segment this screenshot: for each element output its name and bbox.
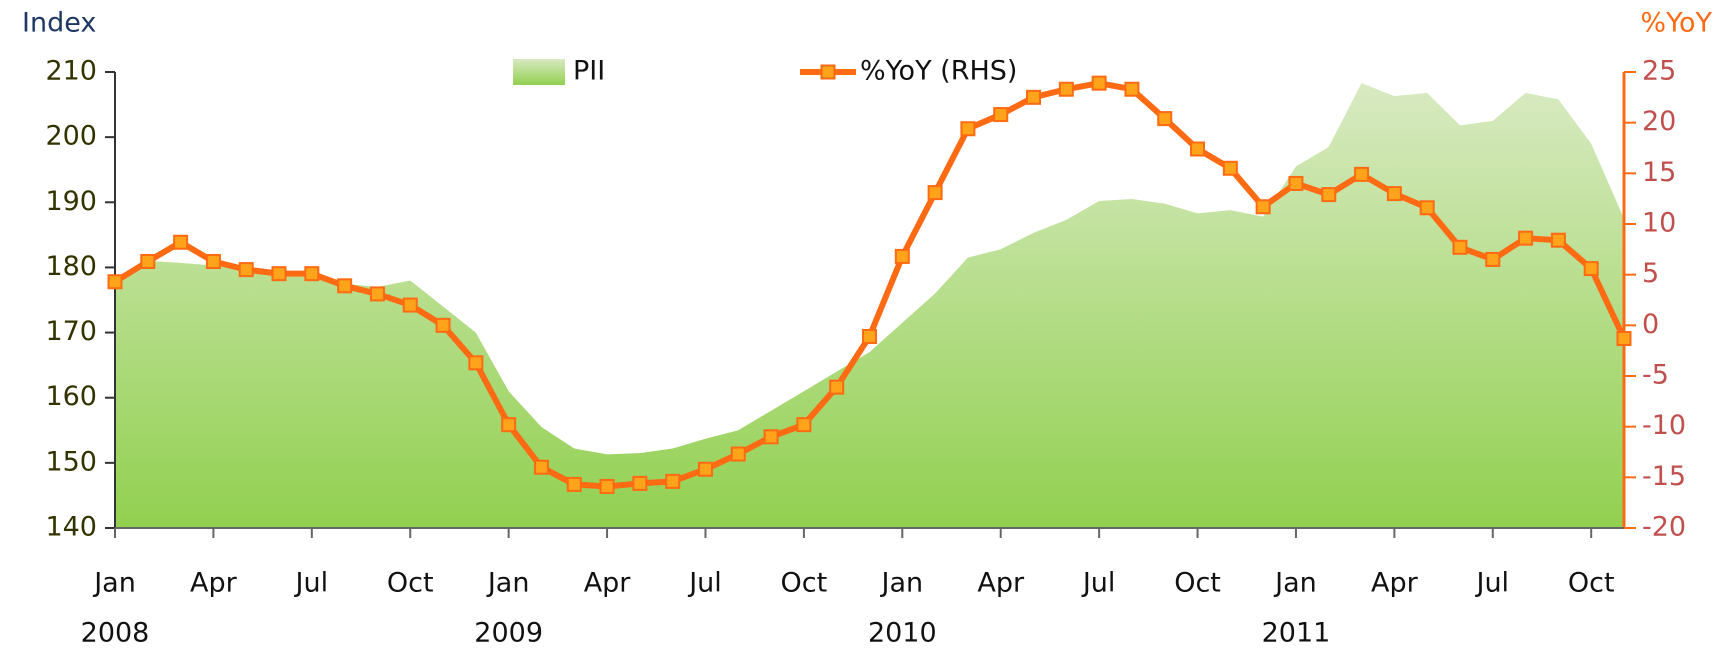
x-tick-label: Oct [781, 568, 828, 599]
year-label: 2009 [474, 618, 543, 649]
y-tick-label: 140 [45, 512, 97, 543]
y2-tick-label: -5 [1642, 360, 1669, 391]
y2-tick-label: 20 [1642, 106, 1676, 137]
marker [1583, 261, 1599, 277]
marker [140, 253, 156, 269]
y2-tick-label: -20 [1642, 512, 1686, 543]
marker [337, 278, 353, 294]
marker [1288, 175, 1304, 191]
y-tick-label: 160 [45, 381, 97, 412]
marker [1419, 200, 1435, 216]
marker [763, 429, 779, 445]
marker [238, 262, 254, 278]
marker [1124, 81, 1140, 97]
y2-tick-label: 15 [1642, 157, 1676, 188]
marker [1321, 187, 1337, 203]
marker [1518, 230, 1534, 246]
marker [205, 253, 221, 269]
marker [1190, 141, 1206, 157]
marker [304, 266, 320, 282]
legend-label: %YoY (RHS) [860, 56, 1017, 87]
x-tick-label: Jan [92, 568, 136, 599]
y2-tick-label: 10 [1642, 208, 1676, 239]
y2-tick-label: 0 [1642, 309, 1659, 340]
marker [271, 266, 287, 282]
marker [894, 248, 910, 264]
marker [468, 355, 484, 371]
marker [402, 297, 418, 313]
y2-tick-label: -10 [1642, 410, 1686, 441]
legend-label: PII [573, 56, 605, 87]
year-label: 2011 [1262, 618, 1331, 649]
year-label: 2010 [868, 618, 937, 649]
marker [369, 286, 385, 302]
marker [435, 317, 451, 333]
marker [566, 476, 582, 492]
marker [533, 459, 549, 475]
marker [1550, 232, 1566, 248]
marker [829, 379, 845, 395]
y-tick-label: 190 [45, 186, 97, 217]
marker [1026, 89, 1042, 105]
y2-tick-label: -15 [1642, 461, 1686, 492]
x-tick-label: Apr [977, 568, 1025, 599]
x-tick-label: Jul [1081, 568, 1116, 599]
y-tick-label: 210 [45, 56, 97, 87]
marker [1255, 199, 1271, 215]
marker [1354, 166, 1370, 182]
marker [1616, 331, 1632, 347]
x-tick-label: Apr [584, 568, 632, 599]
marker [960, 121, 976, 137]
y-tick-label: 180 [45, 251, 97, 282]
marker [1091, 75, 1107, 91]
marker [599, 478, 615, 494]
marker [1485, 251, 1501, 267]
x-tick-label: Oct [1174, 568, 1221, 599]
marker [1222, 160, 1238, 176]
y-tick-label: 200 [45, 121, 97, 152]
x-tick-label: Jul [1474, 568, 1509, 599]
marker [173, 234, 189, 250]
x-tick-label: Jul [687, 568, 722, 599]
marker [697, 461, 713, 477]
marker [1157, 111, 1173, 127]
y-axis-title: Index [22, 8, 96, 39]
legend-marker [820, 64, 836, 80]
x-tick-label: Oct [387, 568, 434, 599]
marker [993, 107, 1009, 123]
marker [665, 473, 681, 489]
marker [730, 446, 746, 462]
marker [1452, 239, 1468, 255]
area [115, 83, 1624, 529]
x-tick-label: Jan [486, 568, 530, 599]
y-tick-label: 170 [45, 316, 97, 347]
marker [632, 475, 648, 491]
y2-tick-label: 5 [1642, 258, 1659, 289]
marker [1386, 186, 1402, 202]
y2-tick-label: 25 [1642, 56, 1676, 87]
x-tick-label: Oct [1568, 568, 1615, 599]
legend-swatch [513, 59, 565, 85]
marker [1058, 81, 1074, 97]
y-tick-label: 150 [45, 446, 97, 477]
x-tick-label: Jan [1273, 568, 1317, 599]
x-tick-label: Apr [190, 568, 238, 599]
marker [501, 417, 517, 433]
marker [927, 185, 943, 201]
year-label: 2008 [81, 618, 150, 649]
marker [862, 328, 877, 344]
marker [796, 417, 812, 433]
marker [107, 274, 123, 290]
x-tick-label: Apr [1371, 568, 1419, 599]
y2-axis-title: %YoY [1640, 8, 1712, 39]
x-tick-label: Jul [294, 568, 329, 599]
x-tick-label: Jan [879, 568, 923, 599]
